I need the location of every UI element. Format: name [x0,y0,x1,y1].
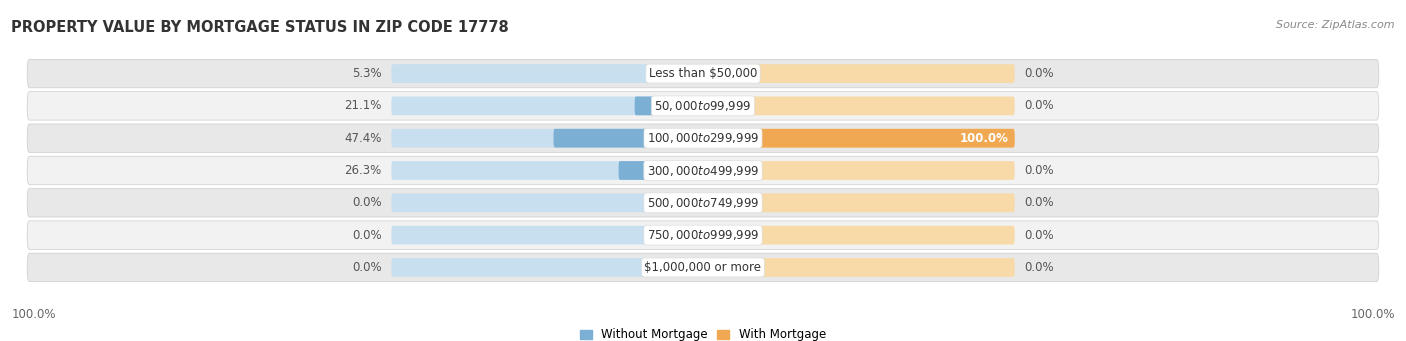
FancyBboxPatch shape [27,221,1379,249]
FancyBboxPatch shape [27,124,1379,152]
Text: 21.1%: 21.1% [344,99,381,113]
Text: Less than $50,000: Less than $50,000 [648,67,758,80]
FancyBboxPatch shape [706,64,1015,83]
Text: Source: ZipAtlas.com: Source: ZipAtlas.com [1277,20,1395,30]
FancyBboxPatch shape [706,226,1015,244]
FancyBboxPatch shape [391,161,700,180]
Text: 5.3%: 5.3% [352,67,381,80]
Text: $50,000 to $99,999: $50,000 to $99,999 [654,99,752,113]
Text: 0.0%: 0.0% [1025,228,1054,242]
FancyBboxPatch shape [634,97,700,115]
FancyBboxPatch shape [27,92,1379,120]
FancyBboxPatch shape [391,129,700,148]
FancyBboxPatch shape [391,258,700,277]
Text: 47.4%: 47.4% [344,132,381,145]
Text: $100,000 to $299,999: $100,000 to $299,999 [647,131,759,145]
FancyBboxPatch shape [391,193,700,212]
FancyBboxPatch shape [391,64,700,83]
FancyBboxPatch shape [706,97,1015,115]
FancyBboxPatch shape [27,253,1379,282]
FancyBboxPatch shape [706,193,1015,212]
Text: $300,000 to $499,999: $300,000 to $499,999 [647,163,759,178]
Text: 26.3%: 26.3% [344,164,381,177]
FancyBboxPatch shape [706,129,1015,148]
Text: 0.0%: 0.0% [1025,99,1054,113]
Text: 100.0%: 100.0% [11,308,56,321]
FancyBboxPatch shape [706,161,1015,180]
FancyBboxPatch shape [391,97,700,115]
Text: 100.0%: 100.0% [1350,308,1395,321]
Text: 0.0%: 0.0% [1025,164,1054,177]
Text: $1,000,000 or more: $1,000,000 or more [644,261,762,274]
FancyBboxPatch shape [706,129,1015,148]
Text: 0.0%: 0.0% [352,228,381,242]
FancyBboxPatch shape [619,161,700,180]
Text: 100.0%: 100.0% [959,132,1008,145]
FancyBboxPatch shape [391,226,700,244]
FancyBboxPatch shape [27,156,1379,185]
Text: 0.0%: 0.0% [1025,261,1054,274]
FancyBboxPatch shape [683,64,700,83]
Text: $500,000 to $749,999: $500,000 to $749,999 [647,196,759,210]
Legend: Without Mortgage, With Mortgage: Without Mortgage, With Mortgage [581,328,825,341]
FancyBboxPatch shape [27,189,1379,217]
Text: 0.0%: 0.0% [1025,67,1054,80]
Text: 0.0%: 0.0% [352,261,381,274]
Text: PROPERTY VALUE BY MORTGAGE STATUS IN ZIP CODE 17778: PROPERTY VALUE BY MORTGAGE STATUS IN ZIP… [11,20,509,35]
Text: 0.0%: 0.0% [1025,196,1054,209]
Text: 0.0%: 0.0% [352,196,381,209]
FancyBboxPatch shape [706,258,1015,277]
FancyBboxPatch shape [27,59,1379,88]
FancyBboxPatch shape [554,129,700,148]
Text: $750,000 to $999,999: $750,000 to $999,999 [647,228,759,242]
